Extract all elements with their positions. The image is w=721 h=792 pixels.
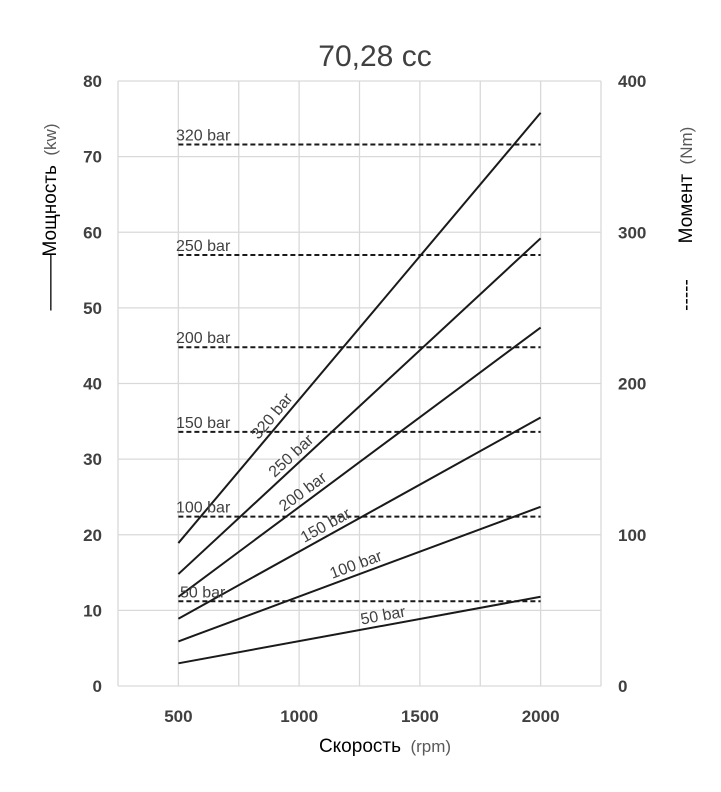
power-label-250-bar: 250 bar bbox=[266, 431, 318, 481]
x-tick-label: 1000 bbox=[280, 707, 318, 726]
left-tick-label: 80 bbox=[83, 72, 102, 91]
torque-label-200-bar: 200 bar bbox=[176, 330, 231, 347]
x-tick-label: 1500 bbox=[401, 707, 439, 726]
power-line-200-bar bbox=[177, 326, 542, 598]
left-tick-label: 60 bbox=[83, 223, 102, 242]
left-tick-label: 30 bbox=[83, 450, 102, 469]
left-axis-title: Мощность (kw) bbox=[40, 124, 61, 257]
torque-label-150-bar: 150 bar bbox=[176, 415, 231, 432]
power-label-100-bar: 100 bar bbox=[328, 548, 385, 583]
x-tick-label: 2000 bbox=[522, 707, 560, 726]
chart-title: 70,28 cc bbox=[318, 40, 431, 73]
svg-text:Мощность (kw): Мощность (kw) bbox=[40, 124, 61, 257]
power-line-150-bar bbox=[177, 416, 542, 620]
x-axis-title-unit: (rpm) bbox=[410, 737, 451, 756]
right-axis-marker: ----- bbox=[676, 279, 697, 311]
left-tick-label: 10 bbox=[83, 601, 102, 620]
right-axis-title-unit: (Nm) bbox=[677, 127, 696, 165]
torque-label-50-bar: 50 bar bbox=[180, 584, 226, 601]
right-tick-label: 100 bbox=[618, 526, 646, 545]
left-tick-label: 40 bbox=[83, 375, 102, 394]
right-axis-marker-text: ----- bbox=[676, 279, 697, 311]
right-tick-label: 200 bbox=[618, 375, 646, 394]
power-lines bbox=[177, 112, 542, 665]
x-axis-title: Скорость (rpm) bbox=[319, 736, 451, 757]
left-tick-label: 50 bbox=[83, 299, 102, 318]
svg-text:Момент (Nm): Момент (Nm) bbox=[676, 127, 697, 244]
left-axis-marker-text: ——— bbox=[40, 254, 61, 311]
left-axis-title-main: Мощность bbox=[40, 165, 61, 257]
left-tick-label: 70 bbox=[83, 148, 102, 167]
tick-labels: 0 10 20 30 40 50 60 70 80 0 100 200 300 400 500 1000 150… bbox=[83, 72, 646, 726]
right-tick-label: 300 bbox=[618, 223, 646, 242]
right-tick-label: 0 bbox=[618, 677, 627, 696]
torque-label-250-bar: 250 bar bbox=[176, 238, 231, 255]
x-tick-label: 500 bbox=[164, 707, 192, 726]
power-label-320-bar: 320 bar bbox=[249, 390, 297, 443]
right-axis-title: Момент (Nm) bbox=[676, 127, 697, 244]
torque-lines bbox=[178, 143, 541, 603]
power-line-100-bar bbox=[178, 505, 541, 643]
x-axis-title-main: Скорость bbox=[319, 736, 401, 757]
right-tick-label: 400 bbox=[618, 72, 646, 91]
power-line-50-bar bbox=[178, 595, 541, 665]
torque-label-100-bar: 100 bar bbox=[176, 500, 231, 517]
left-axis-title-unit: (kw) bbox=[41, 124, 60, 156]
right-axis-title-main: Момент bbox=[676, 174, 697, 244]
torque-label-320-bar: 320 bar bbox=[176, 128, 231, 145]
power-line-250-bar bbox=[177, 237, 542, 575]
left-axis-marker: ——— bbox=[40, 254, 61, 311]
left-tick-label: 0 bbox=[93, 677, 102, 696]
grid bbox=[117, 80, 602, 687]
left-tick-label: 20 bbox=[83, 526, 102, 545]
power-line-320-bar bbox=[177, 112, 542, 544]
